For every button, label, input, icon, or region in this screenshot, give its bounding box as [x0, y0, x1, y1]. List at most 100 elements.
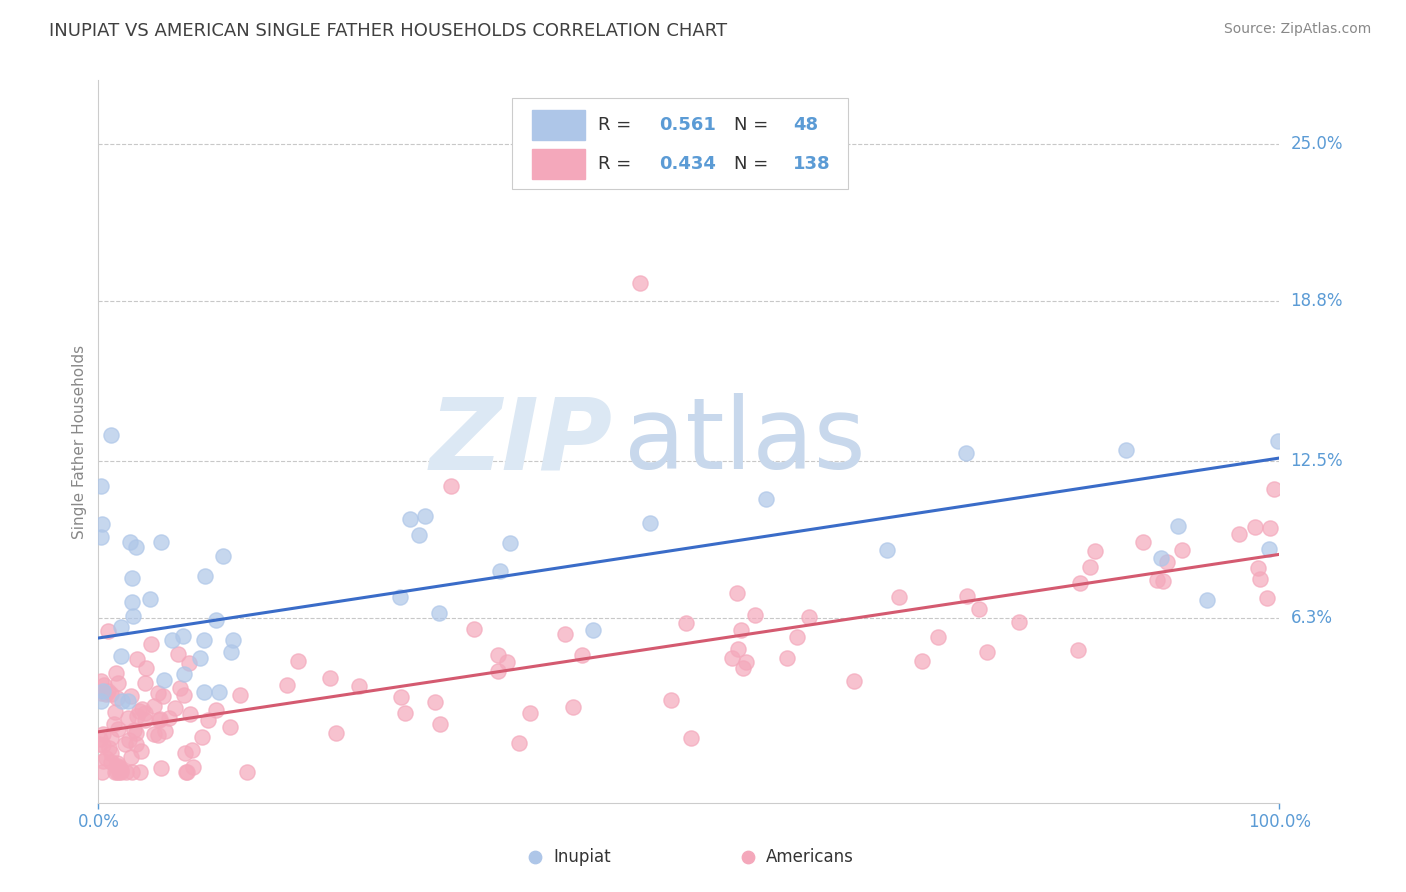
Point	[149, 535, 172, 549]
Point	[104, 705, 127, 719]
Point	[415, 509, 437, 524]
Point	[519, 706, 541, 720]
Point	[1260, 520, 1282, 534]
Point	[90, 479, 112, 493]
Point	[1267, 434, 1289, 448]
Point	[94, 751, 117, 765]
Point	[427, 607, 450, 621]
Point	[628, 276, 651, 290]
Point	[146, 728, 169, 742]
Point	[122, 609, 145, 624]
Point	[1152, 574, 1174, 588]
Point	[190, 731, 212, 745]
Point	[440, 479, 463, 493]
Point	[1132, 535, 1154, 549]
Text: Inupiat: Inupiat	[553, 848, 610, 866]
Point	[1146, 574, 1168, 588]
Point	[117, 694, 139, 708]
Point	[129, 765, 152, 780]
Point	[153, 724, 176, 739]
Point	[103, 717, 125, 731]
Point	[120, 749, 142, 764]
Point	[100, 755, 122, 769]
Point	[97, 624, 120, 639]
Point	[163, 701, 186, 715]
Point	[554, 627, 576, 641]
Point	[160, 632, 183, 647]
Text: 0.434: 0.434	[659, 155, 716, 173]
Point	[1249, 572, 1271, 586]
Point	[218, 720, 240, 734]
Point	[114, 737, 136, 751]
Point	[90, 694, 112, 708]
Point	[844, 673, 866, 688]
Point	[193, 685, 215, 699]
Point	[183, 760, 205, 774]
Point	[799, 610, 821, 624]
Point	[1258, 541, 1281, 556]
Point	[754, 491, 776, 506]
Point	[211, 549, 233, 563]
Point	[91, 755, 114, 769]
Point	[727, 642, 749, 657]
Point	[190, 650, 212, 665]
Point	[150, 761, 173, 775]
Point	[976, 645, 998, 659]
Point	[786, 630, 808, 644]
Point	[124, 737, 146, 751]
Point	[90, 530, 112, 544]
Point	[181, 743, 204, 757]
Point	[152, 689, 174, 703]
Point	[927, 630, 949, 644]
Point	[179, 706, 201, 721]
Point	[1084, 544, 1107, 558]
Point	[229, 689, 252, 703]
Text: 6.3%: 6.3%	[1291, 608, 1333, 627]
Point	[135, 661, 157, 675]
Point	[117, 711, 139, 725]
Point	[115, 765, 138, 780]
Point	[148, 714, 170, 728]
Point	[1150, 550, 1173, 565]
Point	[117, 732, 139, 747]
Point	[153, 673, 176, 688]
Point	[110, 648, 132, 663]
Point	[776, 651, 799, 665]
Point	[139, 636, 162, 650]
Point	[204, 613, 226, 627]
Point	[276, 678, 298, 692]
Text: Source: ZipAtlas.com: Source: ZipAtlas.com	[1223, 22, 1371, 37]
FancyBboxPatch shape	[531, 149, 585, 179]
Point	[173, 666, 195, 681]
Point	[222, 632, 245, 647]
Point	[236, 765, 259, 780]
Point	[287, 654, 309, 668]
Point	[486, 664, 509, 678]
Point	[1263, 482, 1285, 496]
Point	[744, 608, 766, 623]
Point	[110, 765, 132, 780]
Point	[122, 723, 145, 737]
Point	[91, 727, 114, 741]
Point	[172, 629, 194, 643]
Text: 25.0%: 25.0%	[1291, 135, 1343, 153]
Point	[1069, 576, 1091, 591]
Point	[1170, 542, 1192, 557]
Point	[94, 687, 117, 701]
Point	[319, 671, 342, 685]
Point	[394, 706, 416, 720]
Point	[219, 645, 242, 659]
Point	[134, 706, 156, 720]
Point	[1244, 520, 1267, 534]
Point	[90, 686, 112, 700]
Point	[121, 571, 143, 585]
Point	[91, 516, 114, 531]
Text: R =: R =	[598, 116, 637, 134]
Point	[571, 648, 593, 662]
Point	[197, 714, 219, 728]
Point	[177, 657, 200, 671]
Point	[104, 765, 127, 780]
Point	[139, 591, 162, 606]
Point	[425, 695, 447, 709]
Point	[889, 591, 911, 605]
